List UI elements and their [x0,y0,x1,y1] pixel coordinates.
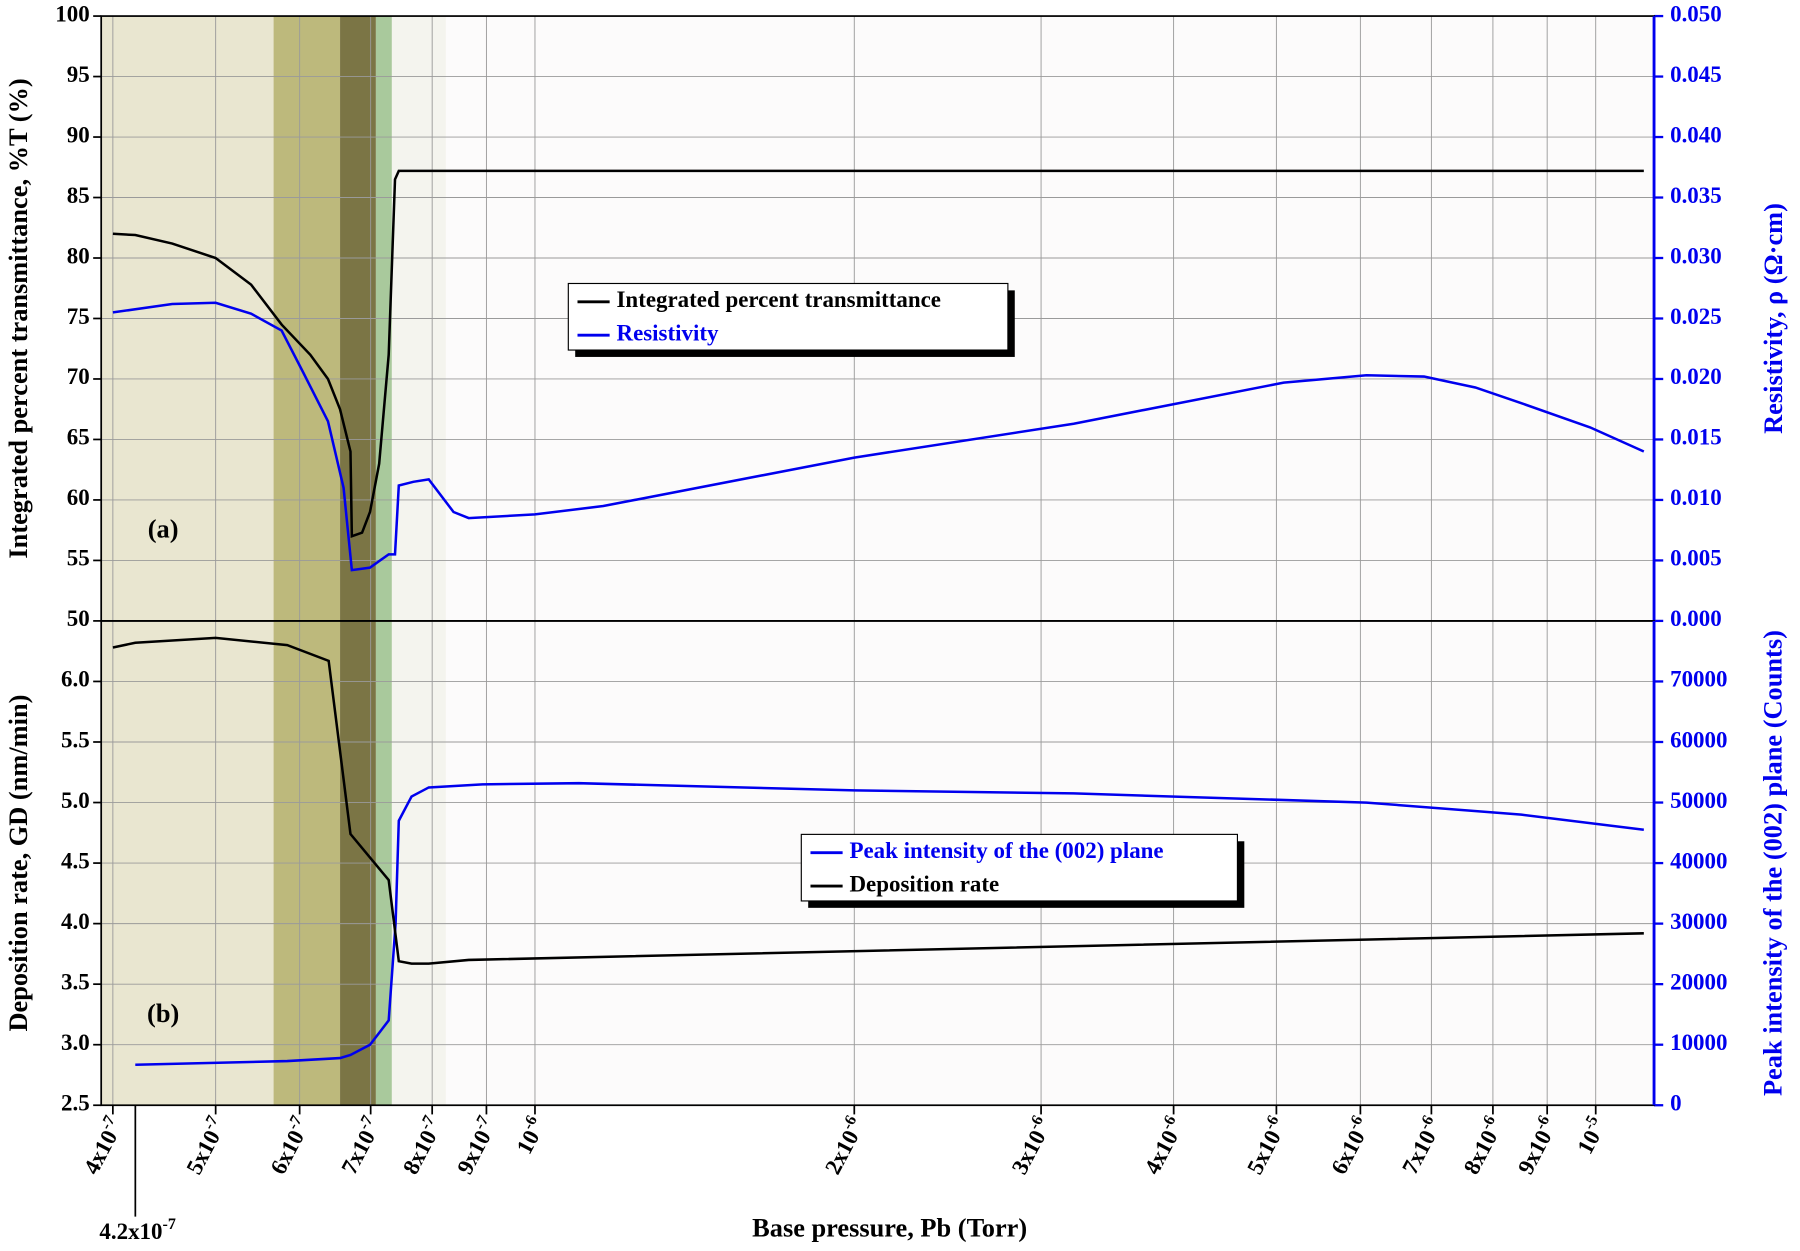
y2-tick-label: 0.020 [1670,364,1722,389]
y2-tick-label: 0.005 [1670,546,1722,571]
legend-label: Resistivity [617,320,719,345]
y2-tick-label: 0.030 [1670,243,1722,268]
y-tick-label: 60 [67,485,90,510]
y-tick-label: 85 [67,183,90,208]
y2-axis-title: Peak intensity of the (002) plane (Count… [1758,630,1788,1096]
y2-tick-label: 0.015 [1670,425,1722,450]
x-axis-title: Base pressure, Pb (Torr) [752,1212,1027,1242]
y2-tick-label: 10000 [1670,1030,1727,1055]
y-tick-label: 55 [67,546,90,571]
y-tick-label: 3.5 [61,969,90,994]
y-tick-label: 2.5 [61,1091,90,1116]
y2-tick-label: 70000 [1670,667,1727,692]
legend-label: Peak intensity of the (002) plane [850,838,1164,863]
y2-tick-label: 60000 [1670,727,1727,752]
annotation: 4.2x10-7 [99,1216,175,1244]
y-axis-title: Deposition rate, GD (nm/min) [3,695,33,1032]
data-line [112,636,1644,965]
y2-tick-label: 50000 [1670,788,1727,813]
data-line [112,169,1644,538]
legend-box [800,833,1238,902]
legend-label: Integrated percent transmittance [617,287,941,312]
y-tick-label: 100 [55,1,89,26]
y2-tick-label: 20000 [1670,969,1727,994]
y2-tick-label: 0.035 [1670,183,1722,208]
panel-label: (b) [147,998,179,1028]
y-tick-label: 90 [67,122,90,147]
y-tick-label: 75 [67,304,90,329]
y2-axis-title: Resistivity, ρ (Ω·cm) [1758,203,1788,434]
y2-tick-label: 0.000 [1670,606,1722,631]
y-tick-label: 95 [67,62,90,87]
y2-tick-label: 30000 [1670,909,1727,934]
y2-tick-label: 0 [1670,1091,1681,1116]
y2-tick-label: 0.040 [1670,122,1722,147]
y-tick-label: 5.5 [61,727,90,752]
y-tick-label: 70 [67,364,90,389]
y-tick-label: 65 [67,425,90,450]
y-tick-label: 3.0 [61,1030,90,1055]
y-axis-title: Integrated percent transmittance, %T (%) [3,78,33,558]
y-tick-label: 6.0 [61,667,90,692]
data-line [135,781,1644,1066]
y-tick-label: 4.0 [61,909,90,934]
y-tick-label: 4.5 [61,848,90,873]
panel-label: (a) [148,513,179,543]
y-tick-label: 50 [67,606,90,631]
y2-tick-label: 0.010 [1670,485,1722,510]
y2-tick-label: 0.045 [1670,62,1722,87]
y-tick-label: 5.0 [61,788,90,813]
legend-box [567,282,1009,351]
legend-label: Deposition rate [850,871,1000,896]
y2-tick-label: 40000 [1670,848,1727,873]
y2-tick-label: 0.050 [1670,1,1722,26]
y2-tick-label: 0.025 [1670,304,1722,329]
y-tick-label: 80 [67,243,90,268]
data-line [112,301,1645,572]
